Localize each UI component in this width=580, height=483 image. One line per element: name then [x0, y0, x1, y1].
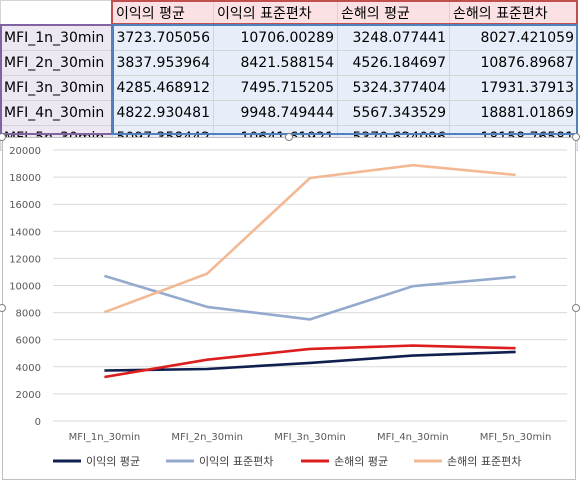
y-tick-label: 8000: [16, 309, 41, 320]
legend-label: 손해의 표준편차: [447, 454, 521, 468]
header-row: 이익의 평균 이익의 표준편차 손해의 평균 손해의 표준편차: [0, 0, 578, 26]
spreadsheet-range: 이익의 평균 이익의 표준편차 손해의 평균 손해의 표준편차 MFI_1n_3…: [0, 0, 580, 151]
header-cell[interactable]: 이익의 표준편차: [213, 0, 338, 26]
x-tick-label: MFI_2n_30min: [171, 432, 243, 443]
y-tick-label: 12000: [9, 254, 41, 265]
y-tick-label: 4000: [16, 363, 41, 374]
value-cell[interactable]: 4526.184697: [337, 50, 450, 76]
row-label-cell[interactable]: MFI_3n_30min: [0, 75, 113, 101]
y-tick-label: 10000: [9, 282, 41, 293]
table-row: MFI_1n_30min 3723.705056 10706.00289 324…: [0, 25, 578, 51]
corner-cell[interactable]: [0, 0, 113, 26]
row-label-cell[interactable]: MFI_1n_30min: [0, 25, 113, 51]
resize-handle-middle-right[interactable]: [572, 304, 580, 312]
resize-handle-top-center[interactable]: [285, 133, 293, 141]
series-line: [104, 344, 516, 379]
resize-handle-top-right[interactable]: [572, 133, 580, 141]
value-cell[interactable]: 10876.89687: [449, 50, 578, 76]
resize-handle-middle-left[interactable]: [0, 304, 6, 312]
value-cell[interactable]: 3723.705056: [112, 25, 214, 51]
x-tick-label: MFI_1n_30min: [69, 432, 141, 443]
value-cell[interactable]: 7495.715205: [213, 75, 338, 101]
value-cell[interactable]: 10706.00289: [213, 25, 338, 51]
header-cell[interactable]: 손해의 평균: [337, 0, 450, 26]
header-cell[interactable]: 손해의 표준편차: [449, 0, 578, 26]
y-tick-label: 6000: [16, 336, 41, 347]
legend-label: 손해의 평균: [334, 454, 388, 468]
value-cell[interactable]: 17931.37913: [449, 75, 578, 101]
legend-label: 이익의 표준편차: [199, 455, 273, 468]
y-tick-label: 16000: [9, 200, 41, 211]
value-cell[interactable]: 18881.01869: [449, 100, 578, 126]
value-cell[interactable]: 8421.588154: [213, 50, 338, 76]
legend-label: 이익의 평균: [86, 455, 140, 468]
value-cell[interactable]: 3248.077441: [337, 25, 450, 51]
header-cell[interactable]: 이익의 평균: [112, 0, 214, 26]
value-cell[interactable]: 3837.953964: [112, 50, 214, 76]
data-table: 이익의 평균 이익의 표준편차 손해의 평균 손해의 표준편차 MFI_1n_3…: [0, 0, 578, 151]
row-label-cell[interactable]: MFI_2n_30min: [0, 50, 113, 76]
table-row: MFI_3n_30min 4285.468912 7495.715205 532…: [0, 75, 578, 101]
value-cell[interactable]: 8027.421059: [449, 25, 578, 51]
value-cell[interactable]: 4822.930481: [112, 100, 214, 126]
x-tick-label: MFI_3n_30min: [274, 432, 346, 443]
y-tick-label: 2000: [16, 390, 41, 401]
table-row: MFI_2n_30min 3837.953964 8421.588154 452…: [0, 50, 578, 76]
series-line: [104, 274, 516, 321]
y-tick-label: 14000: [9, 227, 41, 238]
value-cell[interactable]: 9948.749444: [213, 100, 338, 126]
table-row: MFI_4n_30min 4822.930481 9948.749444 556…: [0, 100, 578, 126]
value-cell[interactable]: 4285.468912: [112, 75, 214, 101]
y-tick-label: 20000: [9, 146, 41, 157]
x-tick-label: MFI_4n_30min: [377, 432, 449, 443]
row-label-cell[interactable]: MFI_4n_30min: [0, 100, 113, 126]
chart-plot: 0 2000 4000 6000 8000 10000 12000 14000 16000 180…: [9, 146, 567, 468]
line-chart[interactable]: 0 2000 4000 6000 8000 10000 12000 14000 16000 180…: [2, 137, 576, 480]
value-cell[interactable]: 5567.343529: [337, 100, 450, 126]
series-line: [104, 350, 516, 372]
y-tick-label: 18000: [9, 173, 41, 184]
y-tick-label: 0: [35, 417, 41, 428]
series-line: [103, 163, 516, 314]
resize-handle-top-left[interactable]: [0, 133, 6, 141]
x-tick-label: MFI_5n_30min: [480, 432, 552, 443]
value-cell[interactable]: 5324.377404: [337, 75, 450, 101]
